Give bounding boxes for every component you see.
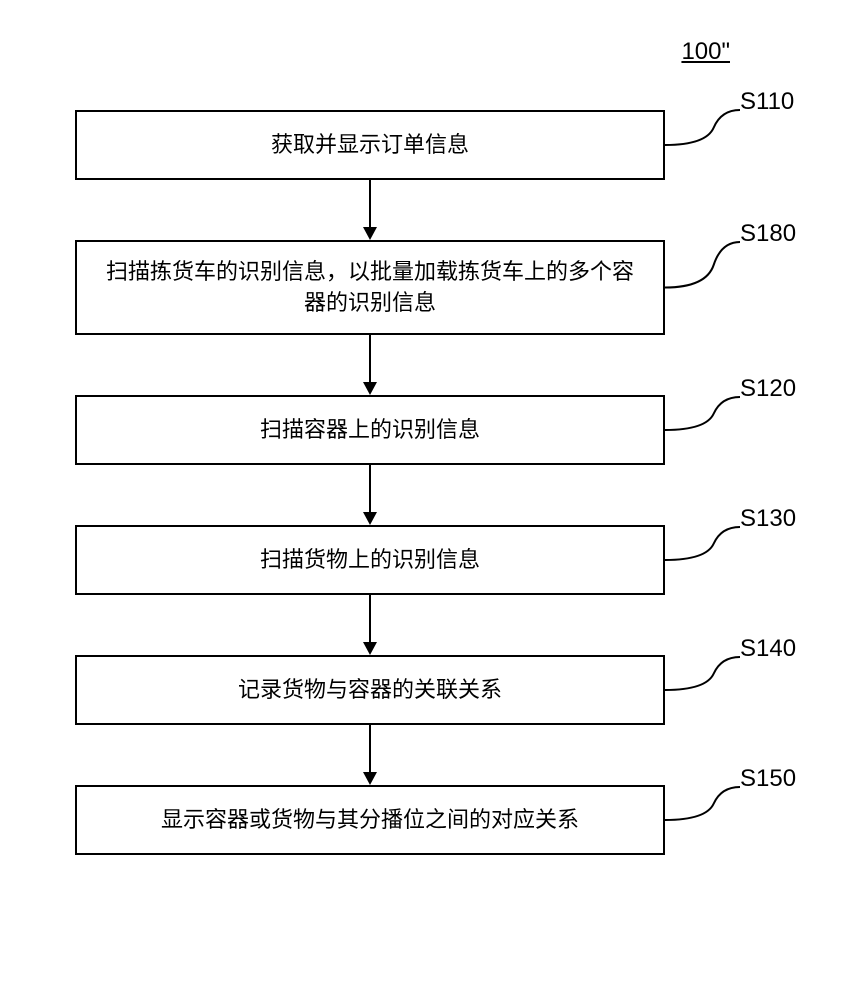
flow-step-label-s120: S120: [740, 375, 796, 403]
flow-step-s130: 扫描货物上的识别信息: [75, 525, 665, 595]
flow-step-s140: 记录货物与容器的关联关系: [75, 655, 665, 725]
flow-step-text: 记录货物与容器的关联关系: [238, 675, 502, 706]
flow-step-s120: 扫描容器上的识别信息: [75, 395, 665, 465]
connector-s180: [665, 237, 745, 303]
connector-s120: [665, 392, 745, 445]
flow-step-s150: 显示容器或货物与其分播位之间的对应关系: [75, 785, 665, 855]
flow-step-text: 扫描拣货车的识别信息，以批量加载拣货车上的多个容器的识别信息: [97, 257, 643, 319]
flow-step-s180: 扫描拣货车的识别信息，以批量加载拣货车上的多个容器的识别信息: [75, 240, 665, 335]
flow-step-label-s110: S110: [740, 88, 794, 116]
flow-step-text: 获取并显示订单信息: [271, 130, 469, 161]
connector-s150: [665, 782, 745, 835]
flow-step-label-s140: S140: [740, 635, 796, 663]
connector-s130: [665, 522, 745, 575]
flow-step-text: 扫描容器上的识别信息: [260, 415, 480, 446]
flow-step-label-s130: S130: [740, 505, 796, 533]
flow-step-text: 扫描货物上的识别信息: [260, 545, 480, 576]
arrow-s110-s180: [360, 180, 380, 240]
diagram-title: 100": [681, 38, 730, 66]
arrow-s140-s150: [360, 725, 380, 785]
connector-s110: [665, 105, 745, 160]
arrow-s180-s120: [360, 335, 380, 395]
arrow-s130-s140: [360, 595, 380, 655]
flow-step-label-s180: S180: [740, 220, 796, 248]
flow-step-label-s150: S150: [740, 765, 796, 793]
flow-step-text: 显示容器或货物与其分播位之间的对应关系: [161, 805, 579, 836]
arrow-s120-s130: [360, 465, 380, 525]
connector-s140: [665, 652, 745, 705]
flow-step-s110: 获取并显示订单信息: [75, 110, 665, 180]
